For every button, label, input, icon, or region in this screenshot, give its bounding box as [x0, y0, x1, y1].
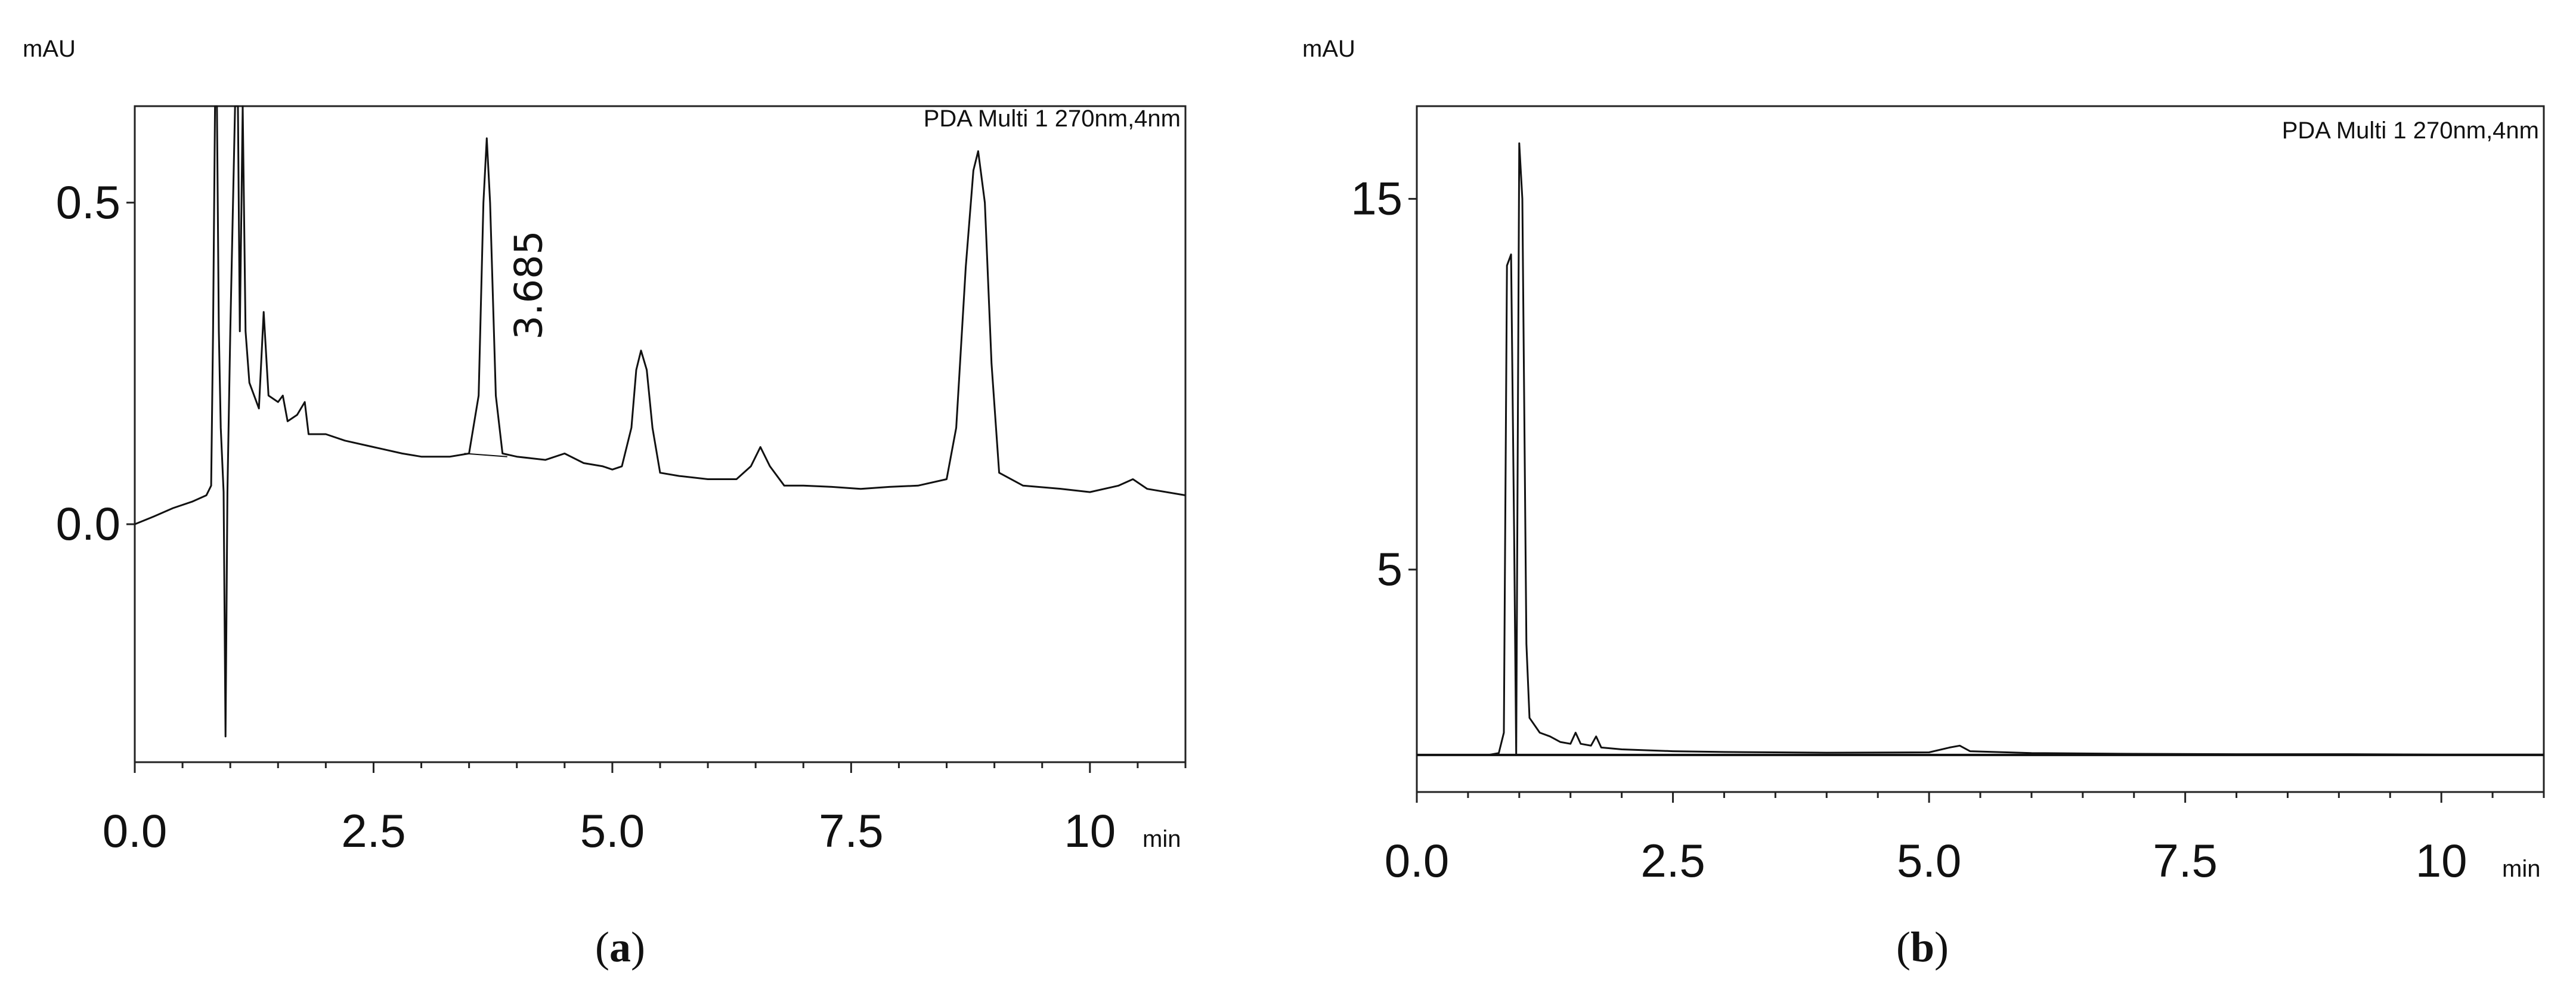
x-tick-label: 0.0 — [103, 805, 167, 857]
x-tick-label: 2.5 — [1640, 834, 1705, 887]
chromatogram-trace — [134, 105, 1186, 738]
legend-label: PDA Multi 1 270nm,4nm — [2282, 117, 2539, 144]
panel-label-a: (a) — [595, 923, 645, 971]
x-axis-unit-label: min — [1143, 826, 1181, 852]
x-tick-label: 0.0 — [1385, 834, 1449, 887]
legend-label: PDA Multi 1 270nm,4nm — [924, 106, 1181, 132]
x-tick-label: 7.5 — [819, 805, 883, 857]
x-ticks: 0.0 2.5 5.0 7.5 10 — [103, 762, 1187, 857]
chart-panel-a: mAU 0.0 0.5 0.0 2.5 5.0 7.5 10 PDA Multi 1 27… — [23, 36, 1187, 971]
peak-annotation-label: 3.685 — [507, 230, 551, 339]
chromatogram-trace — [1417, 142, 2544, 756]
x-tick-label: 2.5 — [341, 805, 405, 857]
x-tick-label: 10 — [2416, 834, 2467, 887]
series-line — [134, 105, 1186, 738]
chart-panel-b: mAU 5 15 0.0 2.5 5.0 7.5 10 PDA Multi 1 270nm… — [1302, 36, 2545, 971]
panel-label-b: (b) — [1896, 923, 1949, 971]
plot-frame — [1416, 105, 2545, 793]
x-tick-label: 5.0 — [580, 805, 645, 857]
y-tick-label: 15 — [1351, 172, 1402, 224]
x-tick-label: 5.0 — [1897, 834, 1961, 887]
x-tick-label: 10 — [1064, 805, 1116, 857]
y-axis-unit-label: mAU — [1302, 36, 1355, 62]
y-tick-label: 0.0 — [56, 497, 120, 550]
y-ticks: 5 15 — [1351, 172, 1417, 595]
series-line — [1417, 142, 2544, 756]
y-axis-unit-label: mAU — [23, 36, 76, 62]
x-axis-unit-label: min — [2502, 856, 2540, 882]
peak-baseline — [464, 453, 507, 457]
x-tick-label: 7.5 — [2153, 834, 2217, 887]
y-tick-label: 0.5 — [56, 176, 120, 228]
plot-frame — [134, 105, 1187, 763]
x-ticks: 0.0 2.5 5.0 7.5 10 — [1385, 792, 2545, 887]
y-tick-label: 5 — [1377, 543, 1402, 595]
y-ticks: 0.0 0.5 — [56, 176, 135, 550]
